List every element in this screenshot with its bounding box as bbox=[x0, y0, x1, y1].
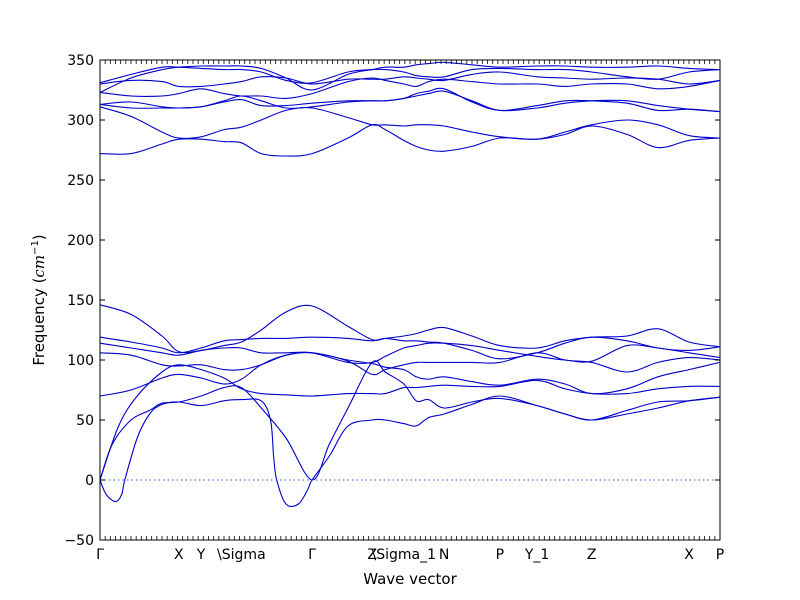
x-tick-label: \Sigma bbox=[217, 547, 266, 563]
band-line-14 bbox=[99, 71, 721, 88]
x-tick-label: Z bbox=[367, 547, 377, 563]
band-line-4 bbox=[99, 352, 721, 397]
y-axis-label: Frequency (cm−1) bbox=[30, 234, 48, 365]
y-axis: −50 0 50 100 150 200 250 300 350 bbox=[64, 53, 720, 549]
band-line-3 bbox=[99, 364, 721, 481]
band-line-5 bbox=[99, 351, 721, 376]
x-axis: Γ X Y \Sigma Γ Z\Sigma_1 N P Y_1 Z X P bbox=[96, 60, 724, 563]
x-tick-label: Γ bbox=[308, 547, 316, 563]
band-line-10 bbox=[99, 106, 721, 140]
band-line-15 bbox=[99, 66, 721, 84]
x-tick-label: P bbox=[716, 547, 724, 563]
y-axis-label-unit: cm bbox=[30, 255, 48, 278]
y-tick-label: 100 bbox=[67, 353, 94, 369]
y-tick-label: 350 bbox=[67, 53, 94, 69]
band-line-8 bbox=[99, 304, 721, 354]
band-lines bbox=[99, 61, 721, 507]
band-line-7 bbox=[99, 336, 721, 360]
x-tick-label: Y_1 bbox=[524, 547, 549, 563]
x-tick-label: X bbox=[684, 547, 694, 563]
band-line-12 bbox=[99, 87, 721, 113]
y-tick-label: 200 bbox=[67, 233, 94, 249]
y-axis-label-exponent: −1 bbox=[30, 240, 41, 255]
y-tick-label: −50 bbox=[64, 533, 94, 549]
band-line-13 bbox=[99, 77, 721, 99]
band-line-16 bbox=[99, 61, 721, 93]
band-line-2 bbox=[99, 360, 721, 481]
x-tick-label: N bbox=[439, 547, 449, 563]
y-tick-label: 250 bbox=[67, 173, 94, 189]
x-tick-label: Y bbox=[196, 547, 206, 563]
x-tick-label: Γ bbox=[96, 547, 104, 563]
y-tick-label: 300 bbox=[67, 113, 94, 129]
x-tick-label: P bbox=[496, 547, 504, 563]
plot-frame bbox=[99, 59, 721, 541]
y-axis-label-close: ) bbox=[30, 234, 48, 240]
y-axis-label-text: Frequency ( bbox=[30, 278, 48, 366]
y-tick-label: 50 bbox=[76, 413, 94, 429]
band-line-1 bbox=[99, 395, 721, 507]
y-tick-label: 150 bbox=[67, 293, 94, 309]
y-tick-label: 0 bbox=[85, 473, 94, 489]
band-line-6 bbox=[99, 342, 721, 364]
x-axis-label: Wave vector bbox=[363, 570, 457, 588]
x-tick-label: \Sigma_1 bbox=[372, 547, 437, 563]
x-tick-label: X bbox=[174, 547, 184, 563]
band-line-11 bbox=[99, 90, 721, 113]
band-line-9 bbox=[99, 123, 721, 157]
x-tick-label: Z bbox=[587, 547, 597, 563]
